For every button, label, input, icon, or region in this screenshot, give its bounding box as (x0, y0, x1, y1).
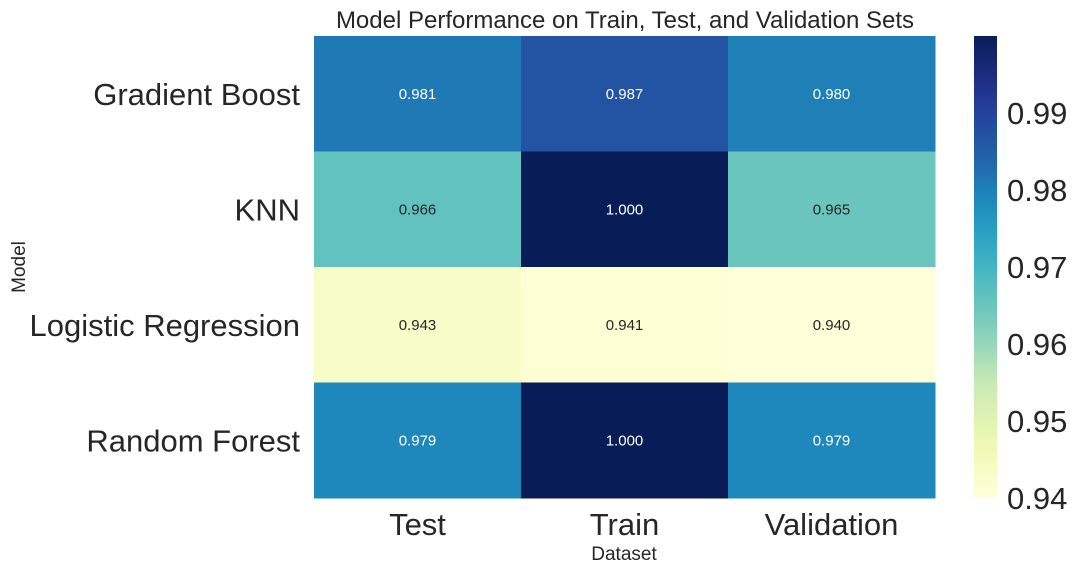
cell-value-label: 0.987 (606, 86, 644, 103)
row-label-logistic-regression: Logistic Regression (29, 308, 300, 343)
cell-knn-train (521, 151, 729, 268)
cell-logistic-regression-test (314, 267, 522, 383)
cell-value-label: 0.940 (813, 317, 851, 334)
cell-value-label: 0.943 (399, 317, 437, 334)
colorbar-tick-label: 0.94 (1007, 481, 1067, 516)
column-label-train: Train (590, 507, 659, 542)
cell-value-label: 0.979 (399, 432, 437, 449)
cell-value-label: 0.981 (399, 86, 437, 103)
colorbar-tick-label: 0.99 (1007, 96, 1067, 131)
cell-gradient-boost-validation (728, 36, 936, 152)
cell-value-label: 1.000 (606, 432, 644, 449)
row-label-random-forest: Random Forest (86, 423, 300, 458)
cell-value-label: 0.966 (399, 201, 437, 218)
cell-value-label: 0.941 (606, 317, 644, 334)
heatmap-cells: 0.981 0.987 0.980 0.966 1.000 0.965 0.943 0.941… (314, 36, 936, 499)
cell-knn-test (314, 151, 522, 268)
colorbar-tick-label: 0.98 (1007, 173, 1067, 208)
row-labels: Gradient Boost KNN Logistic Regression Rand… (29, 77, 300, 459)
cell-random-forest-validation (728, 382, 936, 499)
chart-title: Model Performance on Train, Test, and Va… (336, 7, 914, 34)
column-label-validation: Validation (765, 507, 899, 542)
cell-value-label: 0.965 (813, 201, 851, 218)
cell-knn-validation (728, 151, 936, 268)
cell-random-forest-train (521, 382, 729, 499)
row-label-knn: KNN (235, 192, 300, 227)
cell-logistic-regression-train (521, 267, 729, 383)
colorbar-tick-label: 0.97 (1007, 250, 1067, 285)
row-label-gradient-boost: Gradient Boost (93, 77, 300, 112)
cell-random-forest-test (314, 382, 522, 499)
cell-gradient-boost-train (521, 36, 729, 152)
x-axis-label: Dataset (591, 544, 657, 565)
colorbar-tick-label: 0.96 (1007, 327, 1067, 362)
cell-logistic-regression-validation (728, 267, 936, 383)
y-axis-label: Model (9, 241, 30, 293)
cell-value-label: 0.980 (813, 86, 851, 103)
cell-value-label: 0.979 (813, 432, 851, 449)
colorbar-gradient (974, 36, 997, 498)
colorbar: 0.94 0.95 0.96 0.97 0.98 0.99 (974, 36, 1067, 516)
cell-gradient-boost-test (314, 36, 522, 152)
cell-value-label: 1.000 (606, 201, 644, 218)
column-label-test: Test (389, 507, 446, 542)
column-labels: Test Train Validation (389, 507, 898, 542)
colorbar-tick-label: 0.95 (1007, 404, 1067, 439)
